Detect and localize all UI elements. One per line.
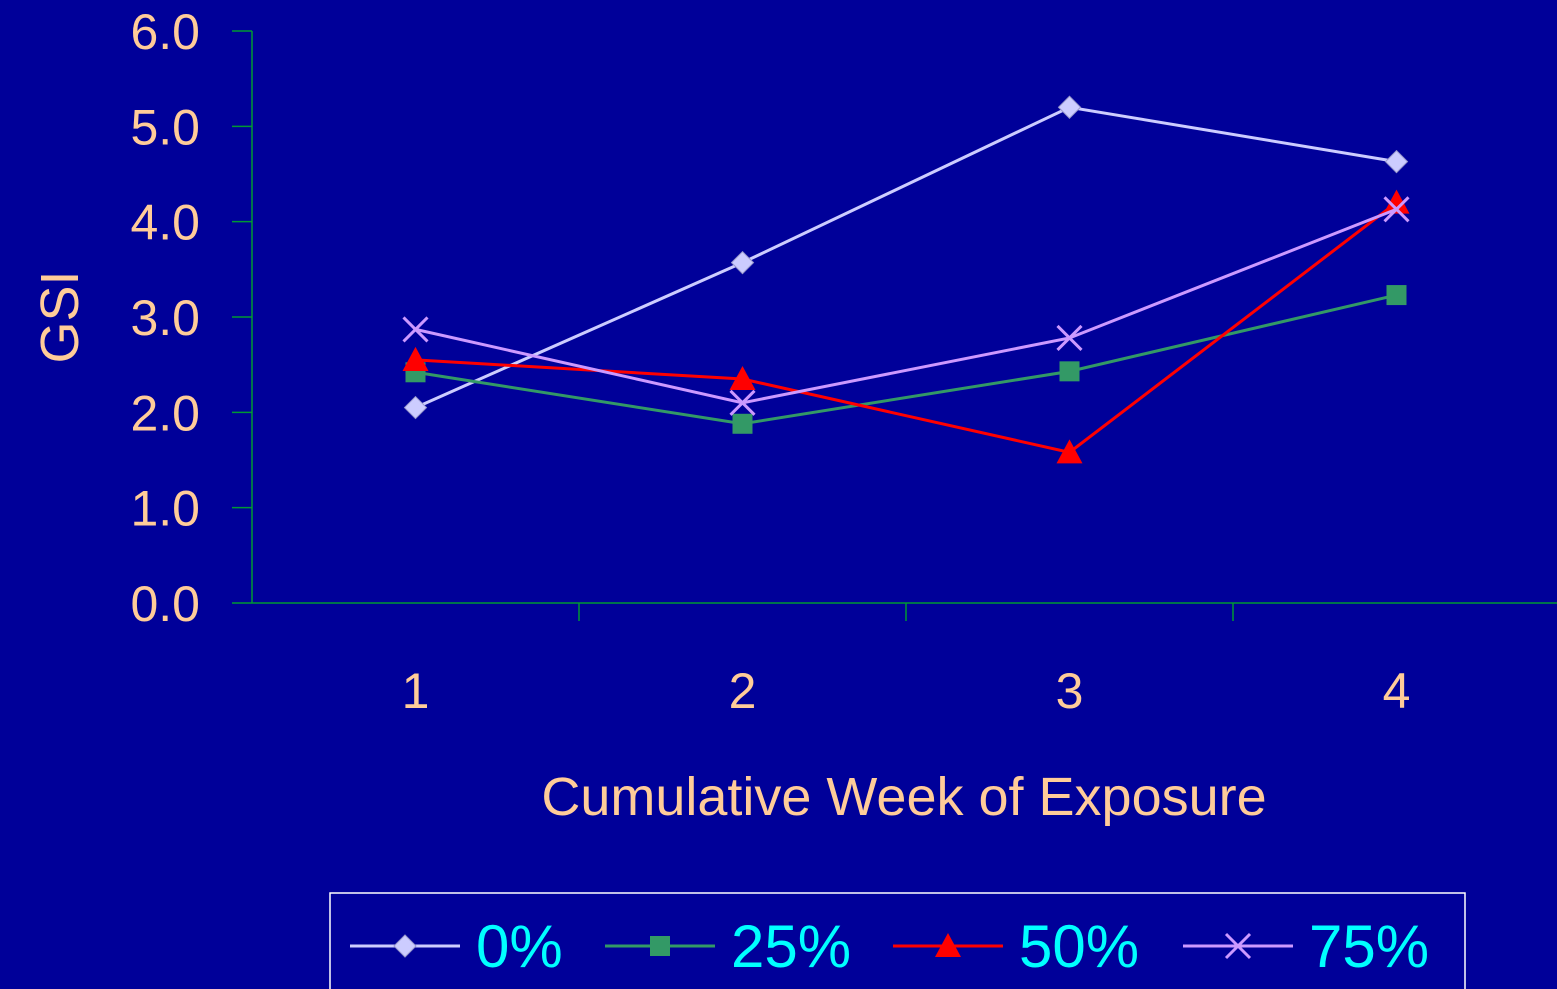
legend-label: 50% xyxy=(1019,913,1139,980)
data-point-marker xyxy=(1383,196,1410,223)
data-point-marker xyxy=(1384,149,1409,174)
legend: 0% 25% 50% 75% xyxy=(329,892,1466,989)
legend-marker xyxy=(1224,932,1252,960)
series-2 xyxy=(405,285,1407,434)
y-tick-label: 1.0 xyxy=(130,481,200,537)
x-tick-label: 2 xyxy=(729,663,757,719)
data-point-marker xyxy=(1059,361,1080,382)
x-tick-label: 1 xyxy=(402,663,430,719)
legend-marker xyxy=(650,936,670,956)
series-line xyxy=(415,207,1398,405)
series-layer xyxy=(402,95,1410,464)
series-3 xyxy=(402,189,1410,464)
x-tick-label: 3 xyxy=(1056,663,1084,719)
x-axis-title: Cumulative Week of Exposure xyxy=(541,767,1266,827)
legend-item: 50% xyxy=(893,913,1139,980)
x-tick-label: 4 xyxy=(1383,663,1411,719)
series-line xyxy=(415,201,1398,454)
legend-item: 75% xyxy=(1183,913,1429,980)
data-point-marker xyxy=(402,316,429,343)
data-point-marker xyxy=(1056,324,1083,352)
data-point-marker xyxy=(403,395,428,420)
y-tick-label: 6.0 xyxy=(130,4,200,60)
legend-item: 0% xyxy=(350,913,563,980)
data-point-marker xyxy=(729,389,756,416)
y-axis-title: GSI xyxy=(30,270,90,363)
y-tick-label: 3.0 xyxy=(130,290,200,346)
legend-marker xyxy=(935,933,961,958)
legend-marker xyxy=(393,934,417,958)
series-line xyxy=(415,293,1397,426)
y-tick-label: 4.0 xyxy=(130,195,200,251)
axes xyxy=(251,31,1557,604)
series-line xyxy=(414,105,1397,409)
y-tick-label: 0.0 xyxy=(130,576,200,632)
data-point-marker xyxy=(1383,189,1410,214)
legend-item: 25% xyxy=(605,913,851,980)
data-point-marker xyxy=(729,365,756,391)
legend-label: 0% xyxy=(476,913,563,980)
y-tick-label: 5.0 xyxy=(130,99,200,155)
y-ticks: 0.0 1.0 2.0 3.0 4.0 5.0 6.0 xyxy=(130,4,252,632)
data-point-marker xyxy=(732,413,753,434)
legend-label: 25% xyxy=(731,913,851,980)
series-4 xyxy=(402,196,1410,416)
legend-label: 75% xyxy=(1309,913,1429,980)
legend-box xyxy=(329,892,1466,989)
data-point-marker xyxy=(1386,285,1407,306)
series-1 xyxy=(403,95,1409,420)
y-tick-label: 2.0 xyxy=(130,385,200,441)
data-point-marker xyxy=(1057,95,1082,119)
data-point-marker xyxy=(402,346,429,371)
data-point-marker xyxy=(1056,439,1083,464)
data-point-marker xyxy=(730,250,755,275)
x-ticks: 1 2 3 4 xyxy=(402,603,1411,719)
